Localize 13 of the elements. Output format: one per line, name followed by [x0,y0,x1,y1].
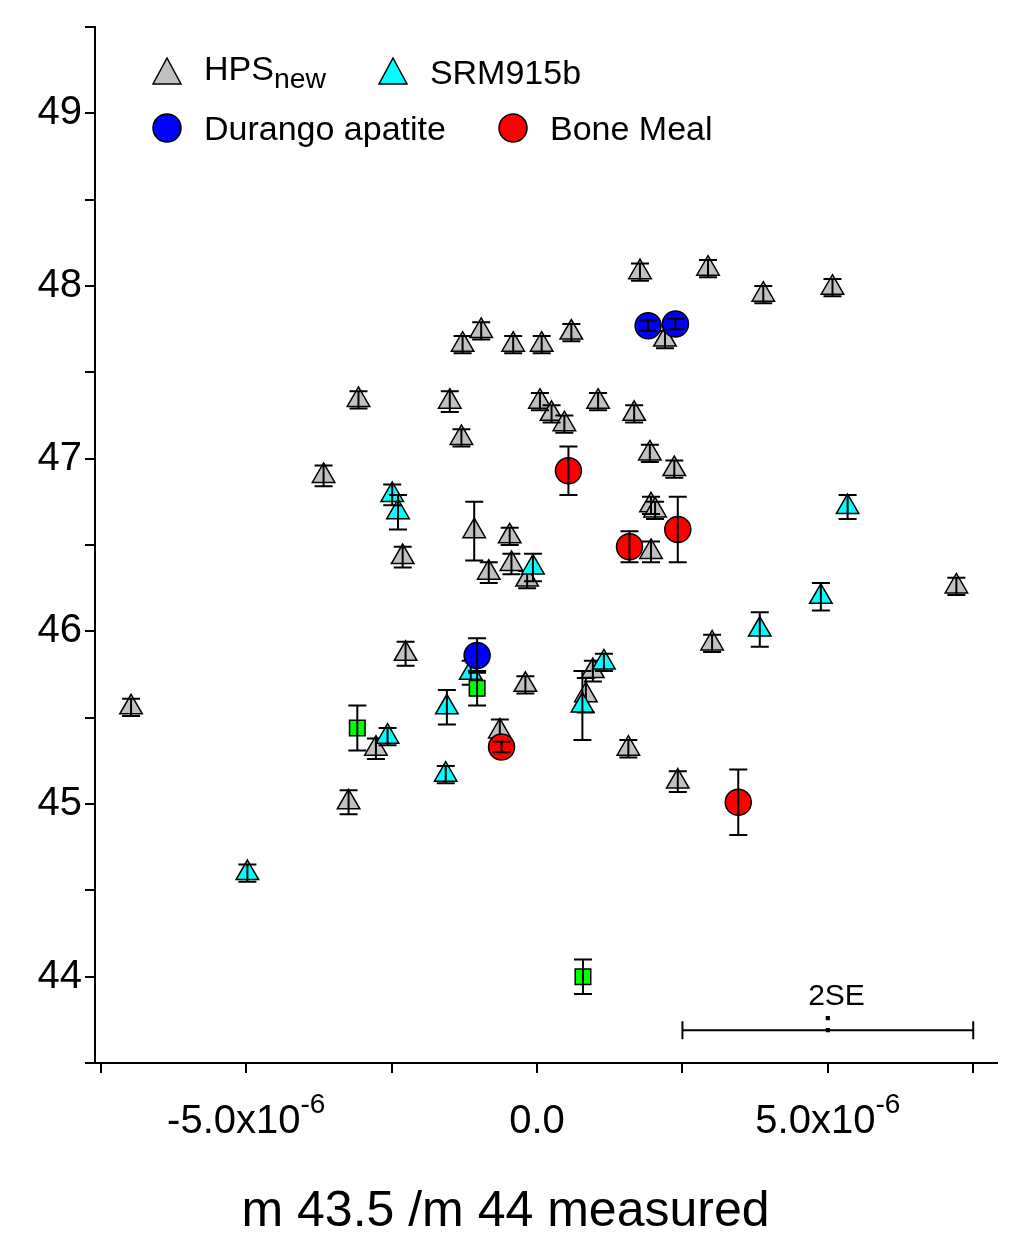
legend-label: Durango apatite [204,108,446,148]
legend-label: Bone Meal [549,108,713,148]
y-tick-label: 45 [37,779,82,824]
y-tick-label: 44 [37,951,82,996]
x-axis-title: m 43.5 /m 44 measured [240,1180,771,1238]
y-tick-label: 46 [37,606,82,651]
annotation: 2SE [808,978,865,1011]
x-tick-label: 0.0 [509,1097,565,1141]
y-tick-label: 49 [37,88,82,133]
y-tick-label: 48 [37,261,82,306]
legend-label: HPS$_{new}$ [204,49,326,95]
y-tick-label: 47 [37,433,82,478]
legend-label: SRM915b [429,52,582,92]
